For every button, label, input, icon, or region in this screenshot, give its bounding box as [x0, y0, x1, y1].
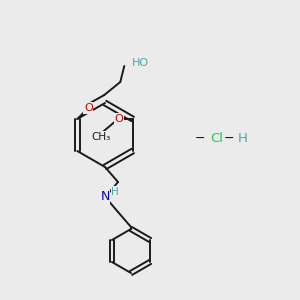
Text: H: H	[238, 131, 248, 145]
Text: −: −	[195, 131, 205, 145]
Text: Cl: Cl	[210, 131, 223, 145]
Text: O: O	[114, 114, 123, 124]
Text: CH₃: CH₃	[91, 132, 110, 142]
Text: −: −	[224, 131, 234, 145]
Text: H: H	[111, 187, 119, 197]
Text: N: N	[100, 190, 110, 203]
Text: HO: HO	[132, 58, 149, 68]
Text: O: O	[84, 103, 93, 113]
